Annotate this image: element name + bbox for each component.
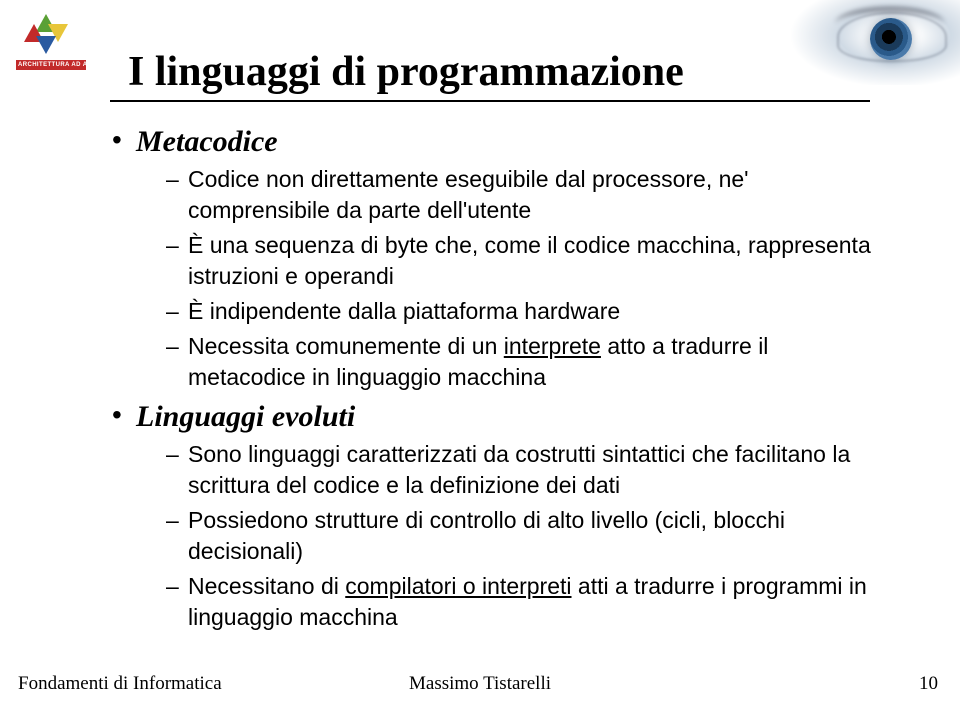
eye-decoration <box>765 0 960 85</box>
title-underline <box>110 100 870 102</box>
sub-bullet: Possiedono strutture di controllo di alt… <box>166 505 888 567</box>
footer-author: Massimo Tistarelli <box>0 673 960 695</box>
bullet-metacodice: Metacodice Codice non direttamente esegu… <box>108 124 888 393</box>
bullet-head: Linguaggi evoluti <box>136 399 888 435</box>
slide-title: I linguaggi di programmazione <box>128 48 684 96</box>
bullet-head: Metacodice <box>136 124 888 160</box>
sub-bullet: Sono linguaggi caratterizzati da costrut… <box>166 439 888 501</box>
bullet-linguaggi-evoluti: Linguaggi evoluti Sono linguaggi caratte… <box>108 399 888 633</box>
sub-bullet: È una sequenza di byte che, come il codi… <box>166 230 888 292</box>
brand-logo: ARCHITETTURA AD ALGHERO <box>16 14 86 70</box>
sub-bullet: Necessitano di compilatori o interpreti … <box>166 571 888 633</box>
logo-text: ARCHITETTURA AD ALGHERO <box>16 60 86 70</box>
sub-bullet: Necessita comunemente di un interprete a… <box>166 331 888 393</box>
logo-mark <box>22 14 70 58</box>
sub-bullet: Codice non direttamente eseguibile dal p… <box>166 164 888 226</box>
sub-bullet: È indipendente dalla piattaforma hardwar… <box>166 296 888 327</box>
slide-body: Metacodice Codice non direttamente esegu… <box>108 124 888 639</box>
footer-page: 10 <box>919 673 938 695</box>
